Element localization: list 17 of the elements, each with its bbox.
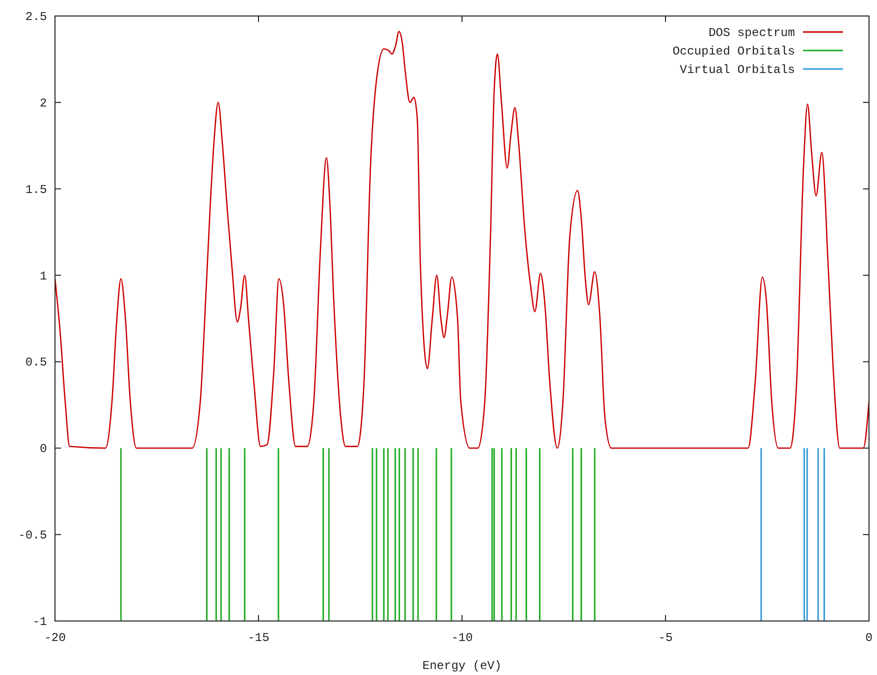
y-tick-label: 2 (40, 96, 47, 110)
y-tick-label: 0.5 (25, 356, 47, 370)
y-tick-label: 1 (40, 269, 47, 284)
x-tick-label: -15 (248, 631, 270, 645)
x-tick-label: -5 (658, 631, 673, 645)
y-tick-label: 0 (40, 442, 47, 456)
y-tick-label: 2.5 (25, 10, 47, 24)
x-tick-label: -20 (44, 631, 66, 645)
y-tick-label: -0.5 (18, 528, 47, 543)
y-tick-label: 1.5 (25, 182, 47, 197)
legend-label: DOS spectrum (708, 26, 795, 40)
x-axis-title: Energy (eV) (422, 659, 502, 673)
legend-label: Occupied Orbitals (672, 44, 795, 58)
legend-label: Virtual Orbitals (680, 63, 795, 77)
x-tick-label: 0 (865, 631, 873, 645)
y-tick-label: -1 (32, 615, 47, 629)
x-tick-label: -10 (451, 631, 473, 645)
